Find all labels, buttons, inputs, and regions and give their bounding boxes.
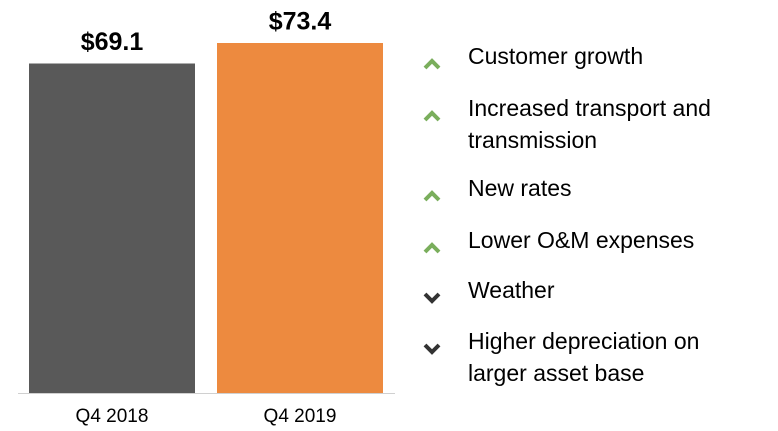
bullet-text: Customer growth: [468, 43, 643, 69]
x-tick-label: Q4 2018: [76, 406, 149, 427]
bullet-text: transmission: [468, 127, 597, 153]
bullet-text: larger asset base: [468, 360, 644, 386]
bullet-text: Lower O&M expenses: [468, 227, 694, 253]
bullet-text: New rates: [468, 175, 572, 201]
bullet-text: Higher depreciation on: [468, 328, 699, 354]
value-label: $69.1: [81, 28, 144, 56]
bar: [29, 63, 195, 393]
up-chevron: [423, 58, 441, 70]
x-tick-label: Q4 2019: [264, 406, 337, 427]
up-chevron: [423, 110, 441, 122]
down-chevron: [423, 292, 441, 304]
up-chevron: [423, 190, 441, 202]
bullet-text: Weather: [468, 277, 555, 303]
bullet-text: Increased transport and: [468, 95, 711, 121]
up-chevron: [423, 242, 441, 254]
down-chevron: [423, 343, 441, 355]
bar: [217, 43, 383, 393]
value-label: $73.4: [269, 8, 332, 36]
